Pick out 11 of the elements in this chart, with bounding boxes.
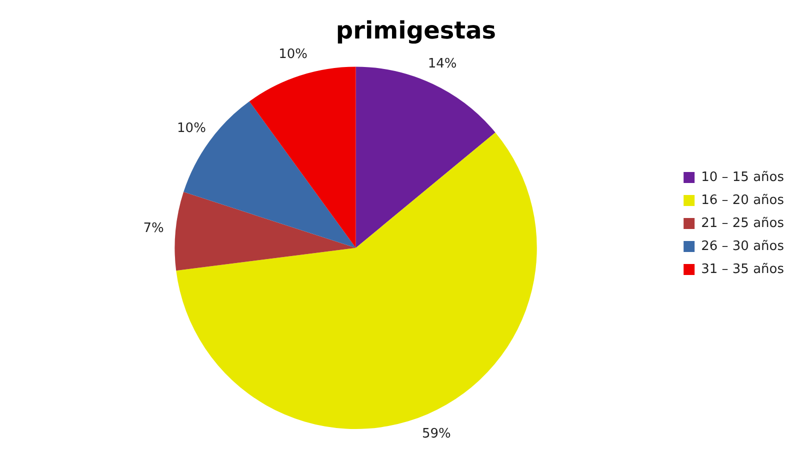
data-label: 14% (428, 56, 457, 72)
data-label: 10% (177, 120, 206, 136)
data-label: 59% (422, 426, 451, 442)
data-label: 10% (278, 47, 308, 62)
legend-label: 16 – 20 años (701, 192, 784, 208)
legend-label: 31 – 35 años (701, 262, 784, 277)
legend-label: 21 – 25 años (701, 216, 784, 231)
chart-title: primigestas (336, 16, 496, 45)
legend-label: 10 – 15 años (701, 170, 784, 185)
legend-label: 26 – 30 años (701, 238, 784, 254)
data-label: 7% (143, 221, 164, 236)
